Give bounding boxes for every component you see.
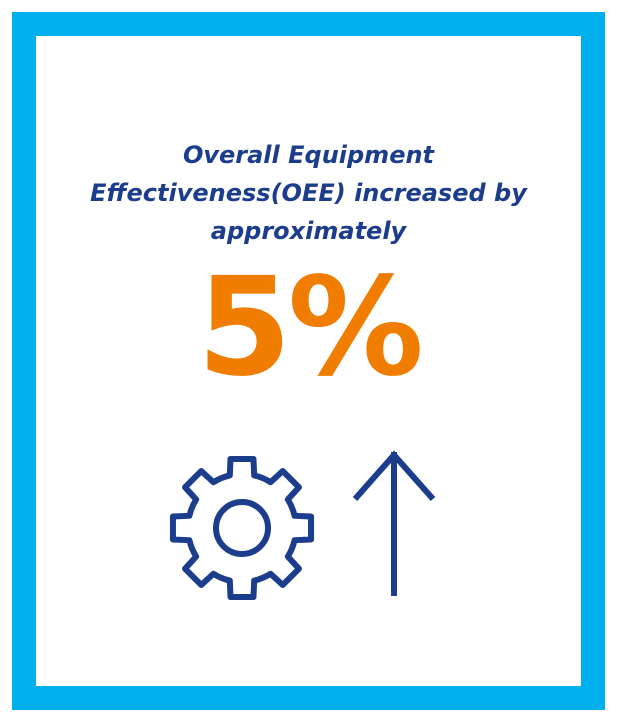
metric-value: 5% [197, 249, 424, 407]
headline-line-3: approximately [210, 217, 407, 245]
headline: Overall Equipment Effectiveness(OEE) inc… [36, 136, 581, 250]
card-frame: Overall Equipment Effectiveness(OEE) inc… [12, 12, 605, 710]
gear-icon [169, 455, 315, 601]
headline-line-2: Effectiveness(OEE) increased by [90, 179, 527, 207]
arrow-up-icon [352, 450, 436, 596]
headline-line-1: Overall Equipment [182, 141, 435, 169]
card-content: Overall Equipment Effectiveness(OEE) inc… [36, 36, 581, 686]
icon-canvas [169, 450, 436, 601]
icon-group [168, 448, 468, 608]
